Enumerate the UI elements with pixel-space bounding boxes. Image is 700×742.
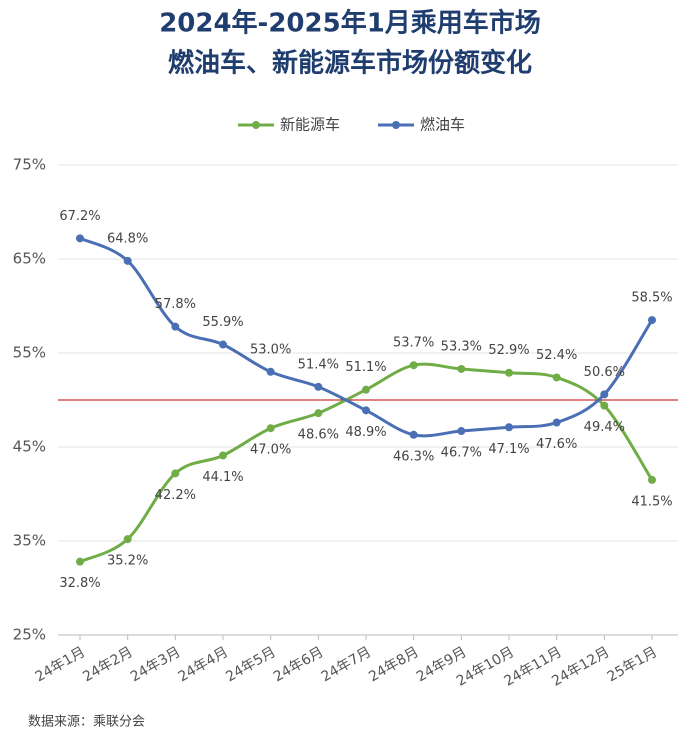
data-point bbox=[219, 340, 227, 349]
data-label: 35.2% bbox=[107, 554, 148, 569]
chart-title: 2024年-2025年1月乘用车市场 bbox=[159, 8, 541, 39]
data-point bbox=[505, 423, 513, 432]
data-label: 48.6% bbox=[298, 428, 339, 443]
data-label: 52.4% bbox=[536, 348, 577, 363]
data-label: 49.4% bbox=[584, 420, 625, 435]
y-tick-label: 65% bbox=[13, 250, 46, 268]
data-label: 53.3% bbox=[441, 339, 482, 354]
legend-label: 新能源车 bbox=[280, 116, 340, 134]
data-label: 57.8% bbox=[155, 297, 196, 312]
data-point bbox=[505, 368, 513, 377]
legend-marker bbox=[252, 121, 260, 129]
data-point bbox=[76, 234, 84, 243]
legend-marker bbox=[392, 121, 400, 129]
data-label: 47.6% bbox=[536, 437, 577, 452]
data-point bbox=[648, 475, 656, 484]
x-tick-label: 24年1月 bbox=[33, 644, 88, 685]
data-label: 42.2% bbox=[155, 488, 196, 503]
data-label: 55.9% bbox=[202, 315, 243, 330]
data-point bbox=[171, 322, 180, 331]
data-label: 52.9% bbox=[488, 343, 529, 358]
data-label: 47.1% bbox=[488, 442, 529, 457]
data-label: 58.5% bbox=[631, 291, 672, 306]
data-point bbox=[219, 451, 227, 460]
data-label: 50.6% bbox=[584, 365, 625, 380]
data-point bbox=[457, 427, 466, 436]
data-point bbox=[457, 364, 466, 373]
data-label: 53.7% bbox=[393, 336, 434, 351]
data-label: 67.2% bbox=[59, 209, 100, 224]
data-label: 53.0% bbox=[250, 342, 291, 357]
data-point bbox=[362, 385, 370, 394]
data-label: 64.8% bbox=[107, 231, 148, 246]
data-label: 32.8% bbox=[59, 576, 100, 591]
data-point bbox=[552, 418, 561, 427]
data-label: 48.9% bbox=[345, 425, 386, 440]
data-point bbox=[409, 361, 418, 370]
x-tick-label: 24年2月 bbox=[80, 644, 135, 685]
source-note: 数据来源：乘联分会 bbox=[28, 715, 145, 730]
data-point bbox=[123, 535, 132, 544]
data-label: 44.1% bbox=[202, 470, 243, 485]
data-point bbox=[76, 557, 84, 566]
data-point bbox=[362, 406, 370, 415]
x-tick-label: 24年4月 bbox=[176, 644, 231, 685]
series-line bbox=[79, 362, 654, 564]
data-label: 47.0% bbox=[250, 443, 291, 458]
legend-label: 燃油车 bbox=[420, 116, 465, 134]
data-point bbox=[314, 409, 323, 418]
data-label: 46.3% bbox=[393, 449, 434, 464]
data-point bbox=[266, 424, 275, 433]
data-point bbox=[600, 390, 609, 399]
y-tick-label: 55% bbox=[13, 344, 46, 362]
data-point bbox=[600, 401, 609, 410]
y-tick-label: 35% bbox=[13, 532, 46, 550]
chart-subtitle: 燃油车、新能源车市场份额变化 bbox=[168, 48, 532, 79]
data-point bbox=[409, 430, 418, 439]
x-tick-label: 24年6月 bbox=[271, 644, 326, 685]
data-point bbox=[314, 382, 323, 391]
data-point bbox=[171, 469, 180, 478]
data-label: 46.7% bbox=[441, 446, 482, 461]
x-tick-label: 24年8月 bbox=[366, 644, 421, 685]
x-tick-label: 24年5月 bbox=[223, 644, 278, 685]
data-label: 51.1% bbox=[345, 360, 386, 375]
x-tick-label: 24年7月 bbox=[319, 644, 374, 685]
data-point bbox=[123, 256, 132, 265]
data-label: 51.4% bbox=[298, 357, 339, 372]
x-tick-label: 25年1月 bbox=[605, 644, 660, 685]
series-line bbox=[79, 236, 654, 438]
data-label: 41.5% bbox=[631, 494, 672, 509]
data-point bbox=[266, 367, 275, 376]
x-tick-label: 24年3月 bbox=[128, 644, 183, 685]
data-point bbox=[648, 316, 656, 325]
data-point bbox=[552, 373, 561, 382]
y-tick-label: 25% bbox=[13, 626, 46, 644]
y-tick-label: 45% bbox=[13, 438, 46, 456]
y-tick-label: 75% bbox=[13, 156, 46, 174]
